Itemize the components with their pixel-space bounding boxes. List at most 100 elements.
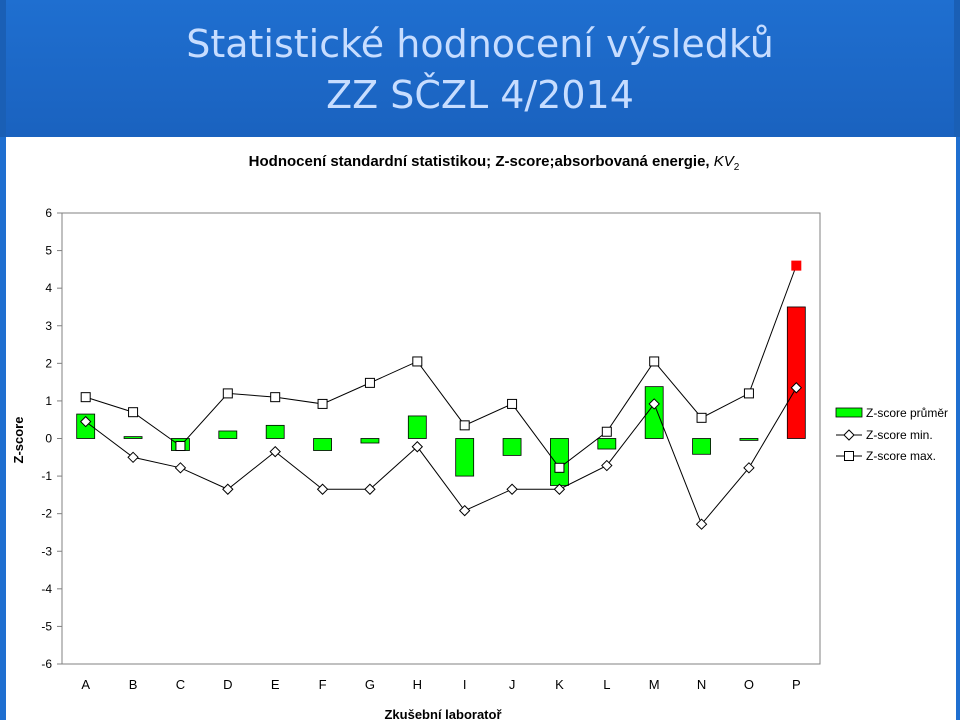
marker-min-L (601, 459, 613, 472)
marker-max-J (507, 398, 518, 409)
bar-M (644, 386, 664, 439)
x-tick-label: P (792, 677, 801, 692)
left-border-stripe (0, 137, 6, 720)
x-tick-label: J (509, 677, 516, 692)
chart-title-main: Hodnocení standardní statistikou; Z-scor… (249, 153, 714, 170)
slide-title-line-1: Statistické hodnocení výsledků (186, 22, 774, 66)
bar-J (502, 438, 522, 456)
marker-min-A (79, 415, 92, 428)
legend-label-z-score-min: Z-score min. (866, 428, 933, 442)
marker-min-B (127, 451, 139, 463)
y-axis-label: Z-score (11, 417, 26, 464)
y-tick-label: 5 (45, 244, 52, 258)
marker-max-K (554, 462, 565, 473)
marker-min-E (269, 445, 281, 458)
marker-max-P (791, 260, 802, 271)
x-tick-label: C (176, 677, 185, 692)
line-z-score-max (85, 265, 797, 469)
y-tick-label: -3 (41, 544, 52, 558)
slide-title-line-2: ZZ SČZL 4/2014 (326, 73, 634, 117)
slide-header: Statistické hodnocení výsledků ZZ SČZL 4… (0, 0, 960, 137)
legend: Z-score průměr Z-score min. Z-score max. (835, 406, 948, 463)
marker-min-N (695, 518, 708, 530)
x-tick-label: E (271, 677, 280, 692)
x-tick-label: L (603, 677, 610, 692)
marker-max-I (459, 420, 470, 431)
line-series (85, 265, 797, 526)
x-tick-label: H (413, 677, 422, 692)
marker-min-K (553, 483, 566, 495)
marker-max-A (80, 392, 91, 403)
y-tick-label: -5 (41, 619, 52, 633)
marker-max-E (270, 392, 281, 403)
marker-min-F (316, 483, 329, 495)
x-tick-label: O (744, 677, 754, 692)
bar-G (360, 438, 380, 444)
chart-title-kv: KV (714, 153, 736, 170)
bar-K (550, 438, 569, 486)
bar-L (597, 438, 617, 450)
legend-label-z-score-max: Z-score max. (866, 449, 936, 463)
y-tick-label: 2 (45, 356, 52, 370)
x-tick-label: N (697, 677, 706, 692)
bar-F (313, 438, 332, 451)
legend-label-z-score-prumer: Z-score průměr (866, 406, 948, 420)
bar-N (692, 438, 711, 455)
marker-min-O (743, 462, 755, 474)
marker-max-B (128, 407, 139, 418)
bar-H (407, 415, 427, 439)
bar-O (739, 438, 759, 441)
marker-max-C (175, 441, 186, 452)
marker-min-D (222, 483, 234, 495)
marker-max-G (364, 377, 375, 388)
marker-max-D (222, 388, 233, 399)
x-tick-label: A (81, 677, 90, 692)
right-border-stripe (956, 137, 960, 720)
marker-max-N (696, 412, 707, 423)
marker-max-M (649, 356, 660, 367)
marker-min-P (790, 382, 803, 394)
bar-P (786, 306, 806, 439)
y-tick-label: -4 (41, 582, 52, 596)
x-axis-label: Zkušební laboratoř (384, 707, 502, 720)
marker-max-O (743, 388, 754, 399)
marker-min-H (411, 441, 424, 453)
y-tick-label: 0 (45, 432, 52, 446)
x-tick-label: I (463, 677, 467, 692)
bar-series-z-score-prumer (76, 306, 806, 486)
marker-min-G (364, 483, 376, 495)
bar-B (123, 436, 143, 439)
y-tick-label: 3 (45, 319, 52, 333)
marker-max-H (412, 356, 423, 367)
x-tick-label: B (129, 677, 138, 692)
line-z-score-min (85, 387, 797, 526)
marker-min-M (648, 398, 660, 410)
chart-title: Hodnocení standardní statistikou; Z-scor… (249, 153, 740, 173)
marker-min-I (458, 504, 471, 517)
marker-min-C (174, 462, 187, 474)
header-left-edge (0, 0, 6, 137)
x-tick-label: F (319, 677, 327, 692)
bar-I (455, 438, 475, 477)
x-tick-label: D (223, 677, 232, 692)
y-tick-label: -6 (41, 657, 52, 671)
x-tick-label: M (649, 677, 660, 692)
x-tick-label: K (555, 677, 564, 692)
y-axis: -6 -5 -4 -3 -2 -1 0 1 2 3 4 5 6 (41, 206, 62, 671)
x-axis: A B C D E F G H I J K L M N O P (81, 677, 800, 692)
y-tick-label: -1 (41, 469, 52, 483)
chart-title-subscript: 2 (734, 162, 740, 173)
bar-D (218, 430, 238, 439)
y-tick-label: -2 (41, 507, 52, 521)
marker-max-F (317, 398, 328, 409)
legend-marker-z-score-max (844, 451, 854, 461)
marker-min-J (506, 483, 518, 495)
line-markers (79, 260, 803, 530)
legend-swatch-z-score-prumer (835, 407, 863, 418)
y-tick-label: 6 (45, 206, 52, 220)
bar-E (265, 424, 285, 439)
legend-marker-z-score-min (843, 429, 855, 441)
header-right-edge (954, 0, 960, 137)
